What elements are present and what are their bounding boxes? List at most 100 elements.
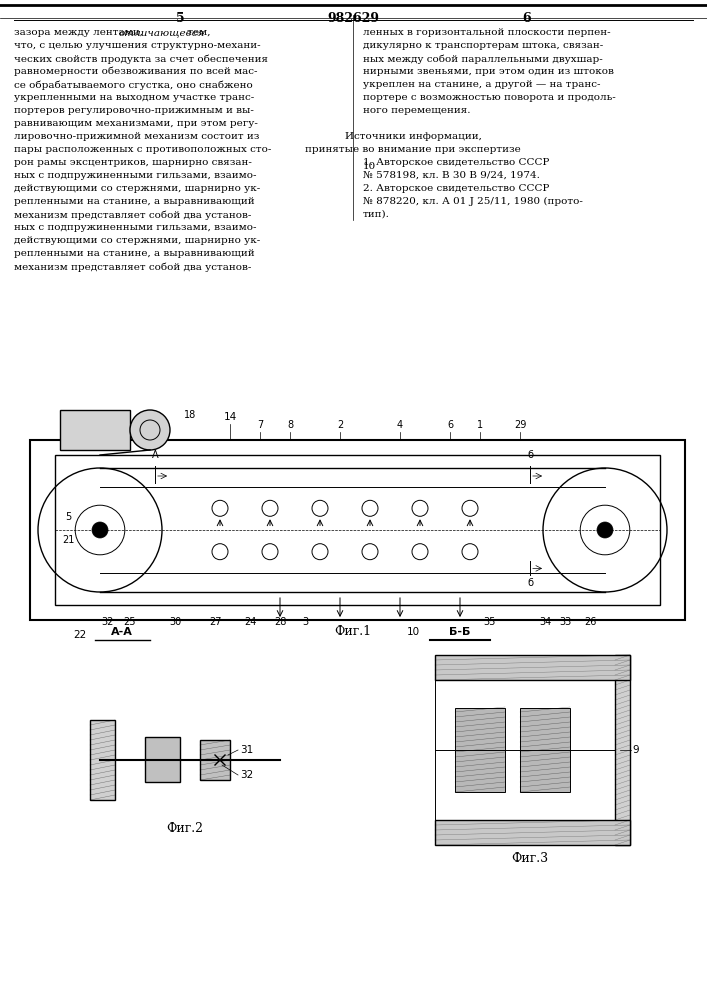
Text: 25: 25 (124, 617, 136, 627)
Text: 18: 18 (184, 410, 196, 420)
Bar (615, 655, 630, 845)
Bar (30, 440, 685, 620)
Text: 24: 24 (244, 617, 256, 627)
Text: 8: 8 (287, 420, 293, 430)
Circle shape (130, 410, 170, 450)
Text: 32: 32 (102, 617, 115, 627)
Bar (200, 740, 230, 780)
Text: тип).: тип). (363, 210, 390, 219)
Text: действующими со стержнями, шарнирно ук-: действующими со стержнями, шарнирно ук- (14, 184, 260, 193)
Circle shape (312, 500, 328, 516)
Circle shape (412, 544, 428, 560)
Text: репленными на станине, а выравнивающий: репленными на станине, а выравнивающий (14, 249, 255, 258)
Circle shape (262, 544, 278, 560)
Text: 982629: 982629 (327, 12, 379, 25)
Bar (455, 708, 505, 792)
Circle shape (262, 500, 278, 516)
Text: 30: 30 (169, 617, 181, 627)
Text: тем,: тем, (184, 28, 211, 37)
Text: 2: 2 (337, 420, 343, 430)
Text: Фиг.2: Фиг.2 (167, 822, 204, 835)
Text: дикулярно к транспортерам штока, связан-: дикулярно к транспортерам штока, связан- (363, 41, 603, 50)
Text: 34: 34 (539, 617, 551, 627)
Text: б: б (527, 450, 533, 460)
Text: 14: 14 (223, 412, 237, 422)
Text: 6: 6 (522, 12, 532, 25)
Text: 10: 10 (407, 627, 420, 637)
Text: равнивающим механизмами, при этом регу-: равнивающим механизмами, при этом регу- (14, 119, 258, 128)
Text: портеров регулировочно-прижимным и вы-: портеров регулировочно-прижимным и вы- (14, 106, 254, 115)
Text: 9: 9 (632, 745, 638, 755)
Text: что, с целью улучшения структурно-механи-: что, с целью улучшения структурно-механи… (14, 41, 261, 50)
Circle shape (312, 544, 328, 560)
Text: 22: 22 (74, 630, 87, 640)
Text: 31: 31 (240, 745, 253, 755)
Text: ленных в горизонтальной плоскости перпен-: ленных в горизонтальной плоскости перпен… (363, 28, 611, 37)
Text: 3: 3 (302, 617, 308, 627)
Bar (60, 410, 130, 450)
Bar (435, 820, 630, 845)
Text: равномерности обезвоживания по всей мас-: равномерности обезвоживания по всей мас- (14, 67, 257, 77)
Text: ных с подпружиненными гильзами, взаимо-: ных с подпружиненными гильзами, взаимо- (14, 223, 257, 232)
Text: Б-Б: Б-Б (450, 627, 471, 637)
Text: пары расположенных с противоположных сто-: пары расположенных с противоположных сто… (14, 145, 271, 154)
Circle shape (362, 544, 378, 560)
Text: действующими со стержнями, шарнирно ук-: действующими со стержнями, шарнирно ук- (14, 236, 260, 245)
Text: 6: 6 (447, 420, 453, 430)
Text: 5: 5 (65, 512, 71, 522)
Circle shape (212, 500, 228, 516)
Text: Фиг.1: Фиг.1 (334, 625, 372, 638)
Text: 32: 32 (240, 770, 253, 780)
Text: № 578198, кл. В 30 В 9/24, 1974.: № 578198, кл. В 30 В 9/24, 1974. (363, 171, 540, 180)
Text: укрепленными на выходном участке транс-: укрепленными на выходном участке транс- (14, 93, 255, 102)
Text: 28: 28 (274, 617, 286, 627)
Text: Источники информации,: Источники информации, (344, 132, 481, 141)
Text: принятые во внимание при экспертизе: принятые во внимание при экспертизе (305, 145, 521, 154)
Text: 26: 26 (584, 617, 596, 627)
Text: А-А: А-А (111, 627, 133, 637)
Text: 1: 1 (477, 420, 483, 430)
Text: 35: 35 (484, 617, 496, 627)
Circle shape (412, 500, 428, 516)
Text: зазора между лентами,: зазора между лентами, (14, 28, 146, 37)
Bar (145, 737, 180, 782)
Text: 29: 29 (514, 420, 526, 430)
Text: ных между собой параллельными двухшар-: ных между собой параллельными двухшар- (363, 54, 603, 64)
Text: 7: 7 (257, 420, 263, 430)
Text: репленными на станине, а выравнивающий: репленными на станине, а выравнивающий (14, 197, 255, 206)
Text: механизм представляет собой два установ-: механизм представляет собой два установ- (14, 262, 252, 271)
Text: 21: 21 (62, 535, 74, 545)
Circle shape (362, 500, 378, 516)
Bar (520, 708, 570, 792)
Circle shape (597, 522, 613, 538)
Text: б: б (527, 578, 533, 588)
Text: ных с подпружиненными гильзами, взаимо-: ных с подпружиненными гильзами, взаимо- (14, 171, 257, 180)
Text: ного перемещения.: ного перемещения. (363, 106, 470, 115)
Text: укреплен на станине, а другой — на транс-: укреплен на станине, а другой — на транс… (363, 80, 600, 89)
Text: 5: 5 (175, 12, 185, 25)
Circle shape (462, 544, 478, 560)
Text: лировочно-прижимной механизм состоит из: лировочно-прижимной механизм состоит из (14, 132, 259, 141)
Text: 10: 10 (363, 162, 376, 171)
Text: 2. Авторское свидетельство СССР: 2. Авторское свидетельство СССР (363, 184, 549, 193)
Bar (55, 455, 660, 605)
Text: рон рамы эксцентриков, шарнирно связан-: рон рамы эксцентриков, шарнирно связан- (14, 158, 252, 167)
Circle shape (212, 544, 228, 560)
Text: механизм представляет собой два установ-: механизм представляет собой два установ- (14, 210, 252, 220)
Text: 33: 33 (559, 617, 571, 627)
Circle shape (92, 522, 108, 538)
Text: № 878220, кл. А 01 J 25/11, 1980 (прото-: № 878220, кл. А 01 J 25/11, 1980 (прото- (363, 197, 583, 206)
Text: ческих свойств продукта за счет обеспечения: ческих свойств продукта за счет обеспече… (14, 54, 268, 64)
Circle shape (462, 500, 478, 516)
Text: се обрабатываемого сгустка, оно снабжено: се обрабатываемого сгустка, оно снабжено (14, 80, 252, 90)
Text: 4: 4 (397, 420, 403, 430)
Bar (435, 655, 630, 680)
Text: портере с возможностью поворота и продоль-: портере с возможностью поворота и продол… (363, 93, 616, 102)
Text: A: A (152, 450, 158, 460)
Text: отличающееся: отличающееся (119, 28, 205, 37)
Text: 1. Авторское свидетельство СССР: 1. Авторское свидетельство СССР (363, 158, 549, 167)
Bar (90, 720, 115, 800)
Bar (435, 680, 615, 820)
Text: 27: 27 (209, 617, 221, 627)
Text: Фиг.3: Фиг.3 (511, 852, 549, 865)
